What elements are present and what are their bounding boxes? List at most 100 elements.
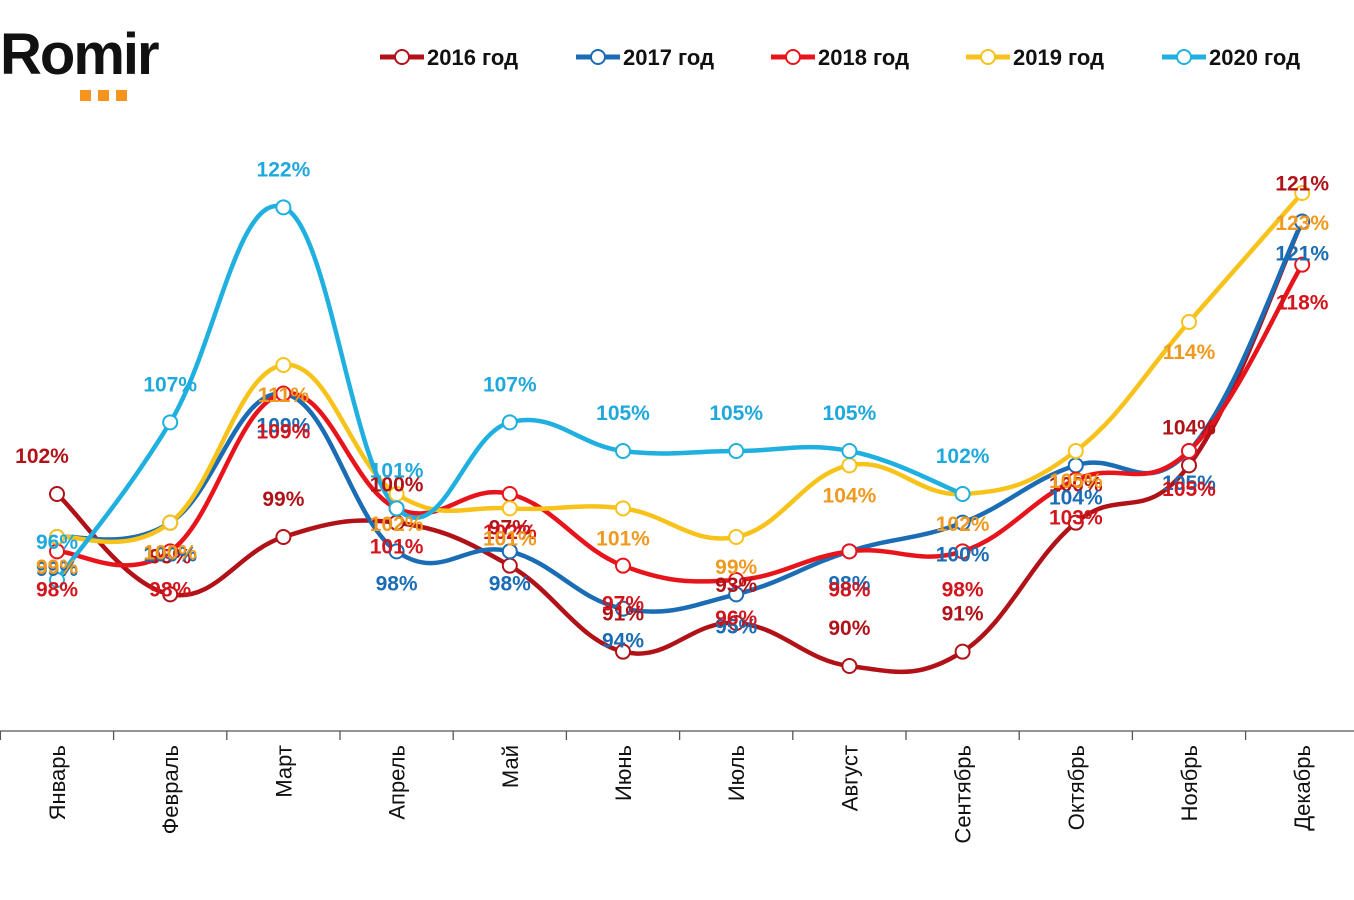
data-label-2016-год: 99% bbox=[262, 488, 304, 511]
point-2020-год bbox=[615, 443, 631, 459]
data-label-2019-год: 102% bbox=[936, 513, 990, 536]
x-tick-label: Ноябрь bbox=[1177, 745, 1202, 821]
point-2019-год bbox=[615, 500, 631, 517]
legend-label-2020-год: 2020 год bbox=[1209, 45, 1300, 70]
data-label-2016-год: 121% bbox=[1275, 173, 1329, 196]
point-2018-год bbox=[162, 543, 179, 560]
point-2018-год bbox=[841, 543, 858, 560]
data-label-2020-год: 105% bbox=[823, 402, 877, 425]
point-2019-год bbox=[1067, 443, 1084, 459]
data-label-2020-год: 105% bbox=[709, 402, 763, 425]
data-label-2017-год: 94% bbox=[602, 630, 644, 653]
data-label-2017-год: 100% bbox=[143, 544, 197, 567]
data-label-2018-год: 101% bbox=[370, 535, 424, 558]
data-label-2019-год: 101% bbox=[483, 527, 537, 550]
point-2020-год bbox=[49, 572, 65, 588]
data-label-2017-год: 98% bbox=[376, 572, 418, 595]
data-label-2019-год: 114% bbox=[1163, 341, 1216, 364]
data-label-2018-год: 97% bbox=[602, 593, 644, 616]
point-2017-год bbox=[501, 543, 518, 560]
point-2016-год bbox=[1181, 457, 1197, 474]
data-labels: 102%95%99%100%97%91%93%90%91%100%104%121… bbox=[15, 158, 1329, 652]
romir-logo: Romir bbox=[0, 26, 190, 106]
series-line-2020-год bbox=[54, 203, 965, 583]
data-label-2020-год: 107% bbox=[483, 373, 537, 396]
data-label-2018-год: 98% bbox=[149, 578, 191, 601]
point-2017-год bbox=[954, 514, 971, 531]
data-label-2019-год: 99% bbox=[36, 556, 78, 579]
data-label-2019-год: 104% bbox=[823, 484, 877, 507]
x-tick-label: Март bbox=[271, 745, 296, 798]
point-2019-год bbox=[1181, 314, 1197, 330]
x-tick-label: Февраль bbox=[158, 745, 183, 834]
data-label-2016-год: 104% bbox=[1162, 416, 1216, 439]
data-label-2016-год: 100% bbox=[370, 474, 424, 497]
point-2019-год bbox=[275, 357, 292, 373]
x-tick-label: Апрель bbox=[385, 745, 410, 820]
data-label-2016-год: 100% bbox=[1049, 474, 1103, 497]
point-2016-год bbox=[728, 615, 745, 631]
data-label-2016-год: 91% bbox=[602, 603, 644, 626]
point-2020-год bbox=[162, 414, 179, 431]
legend-label-2018-год: 2018 год bbox=[818, 45, 909, 70]
data-label-2016-год: 102% bbox=[15, 445, 69, 468]
point-2017-год bbox=[1294, 213, 1311, 230]
legend-label-2019-год: 2019 год bbox=[1013, 45, 1104, 70]
x-tick-label: Май bbox=[498, 745, 523, 788]
point-2018-год bbox=[1294, 256, 1311, 273]
data-label-2017-год: 109% bbox=[257, 415, 311, 438]
point-2018-год bbox=[728, 572, 745, 588]
data-label-2017-год: 95% bbox=[715, 615, 757, 638]
x-tick-label: Декабрь bbox=[1290, 745, 1315, 831]
data-label-2020-год: 122% bbox=[257, 158, 311, 181]
x-tick-label: Август bbox=[837, 745, 862, 811]
series-line-2016-год bbox=[54, 219, 1305, 675]
data-label-2017-год: 98% bbox=[828, 572, 870, 595]
legend-marker-2018-год bbox=[785, 49, 801, 65]
data-label-2017-год: 105% bbox=[1162, 472, 1216, 495]
point-2018-год bbox=[1181, 443, 1197, 459]
data-label-2017-год: 99% bbox=[36, 558, 78, 581]
point-2016-год bbox=[841, 658, 858, 674]
data-label-2018-год: 98% bbox=[36, 578, 78, 601]
data-label-2018-год: 105% bbox=[1162, 478, 1216, 501]
series-lines bbox=[54, 190, 1305, 675]
legend-marker-2016-год bbox=[394, 49, 410, 65]
point-2019-год bbox=[501, 500, 518, 517]
point-2018-год bbox=[954, 543, 971, 560]
data-label-2020-год: 102% bbox=[936, 445, 990, 468]
data-label-2017-год: 100% bbox=[936, 544, 990, 567]
data-label-2018-год: 98% bbox=[942, 578, 984, 601]
data-label-2016-год: 97% bbox=[489, 517, 531, 540]
point-2019-год bbox=[841, 457, 858, 474]
x-tick-label: Июнь bbox=[611, 745, 636, 801]
point-2019-год bbox=[49, 529, 65, 545]
point-2016-год bbox=[954, 643, 971, 660]
data-label-2018-год: 109% bbox=[257, 421, 311, 444]
data-label-2018-год: 102% bbox=[483, 521, 537, 544]
x-tick-label: Сентябрь bbox=[951, 745, 976, 844]
point-2017-год bbox=[388, 543, 405, 560]
point-2019-год bbox=[1294, 185, 1311, 201]
data-label-2018-год: 103% bbox=[1049, 507, 1103, 530]
logo-text: Romir bbox=[0, 22, 160, 87]
point-2018-год bbox=[1067, 471, 1084, 488]
data-label-2016-год: 90% bbox=[828, 617, 870, 640]
legend-label-2016-год: 2016 год bbox=[427, 45, 518, 70]
point-2017-год bbox=[615, 600, 631, 617]
point-2016-год bbox=[275, 529, 292, 545]
data-label-2016-год: 93% bbox=[715, 574, 757, 597]
data-label-2017-год: 98% bbox=[489, 572, 531, 595]
point-2020-год bbox=[841, 443, 858, 459]
logo-dots bbox=[80, 88, 134, 106]
x-tick-label: Январь bbox=[45, 745, 70, 820]
point-2018-год bbox=[615, 557, 631, 574]
x-tick-label: Октябрь bbox=[1064, 745, 1089, 830]
data-label-2017-год: 104% bbox=[1049, 486, 1103, 509]
series-line-2018-год bbox=[54, 262, 1305, 584]
point-2018-год bbox=[501, 486, 518, 502]
point-2020-год bbox=[954, 486, 971, 502]
point-2019-год bbox=[728, 529, 745, 545]
point-2020-год bbox=[501, 414, 518, 431]
